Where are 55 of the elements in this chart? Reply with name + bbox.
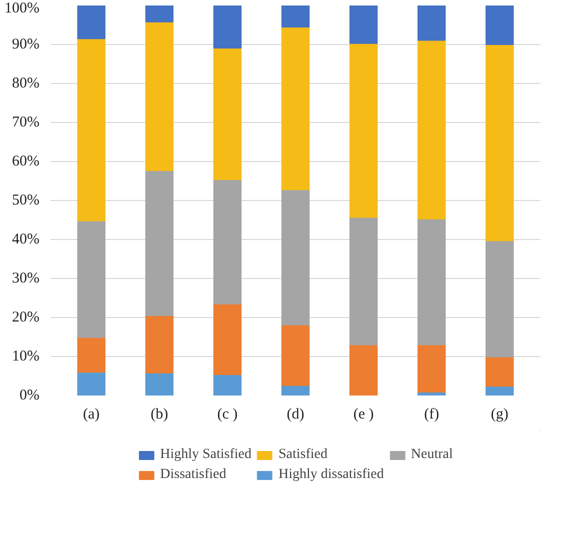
legend-label: Highly dissatisfied (278, 467, 384, 483)
bar (145, 170, 174, 316)
y-tick-label: 40% (12, 232, 40, 248)
bar (281, 324, 310, 386)
y-tick-label: 10% (12, 348, 40, 364)
legend-label: Dissatisfied (160, 467, 226, 483)
bar (486, 44, 514, 242)
bar (213, 374, 242, 396)
bar (349, 344, 378, 396)
y-tick-label: 80% (12, 76, 40, 92)
bar (77, 336, 106, 373)
bar (77, 372, 106, 396)
bar (213, 6, 242, 49)
y-tick-label: 50% (12, 192, 40, 208)
bar (213, 48, 242, 180)
bar (213, 178, 242, 304)
bar (486, 386, 514, 396)
x-tick-label: (g) (490, 406, 508, 422)
bar (349, 216, 378, 346)
bar (418, 344, 446, 392)
bar (145, 6, 174, 22)
x-tick-label: (f) (424, 406, 440, 422)
bar (145, 315, 174, 374)
bar (349, 6, 378, 44)
bar (486, 240, 514, 358)
x-tick-label: (c ) (217, 406, 238, 422)
bar (145, 21, 174, 171)
y-tick-label: 20% (12, 310, 40, 326)
bar (486, 356, 514, 387)
bar (213, 303, 242, 375)
bar (145, 372, 174, 396)
y-tick-label: 90% (12, 36, 40, 52)
bar (418, 218, 446, 346)
bar (77, 38, 106, 222)
legend-label: Highly Satisfied (160, 447, 252, 463)
bar (418, 40, 446, 220)
bar (281, 189, 310, 326)
bar (77, 6, 106, 40)
bar (77, 220, 106, 338)
x-tick-label: (b) (150, 406, 168, 422)
bar (418, 6, 446, 41)
bar (281, 6, 310, 28)
y-tick-label: 100% (4, 0, 40, 16)
bar (281, 26, 310, 190)
x-tick-label: (d) (286, 406, 304, 422)
legend-label: Neutral (410, 447, 453, 463)
y-tick-label: 60% (12, 154, 40, 170)
bar (349, 42, 378, 218)
y-tick-label: 70% (12, 114, 40, 130)
x-tick-label: (e ) (353, 406, 374, 422)
bar (486, 6, 514, 45)
legend-label: Satisfied (278, 447, 328, 463)
x-tick-label: (a) (83, 406, 100, 422)
y-tick-label: 30% (12, 270, 40, 286)
y-tick-label: 0% (20, 388, 40, 404)
